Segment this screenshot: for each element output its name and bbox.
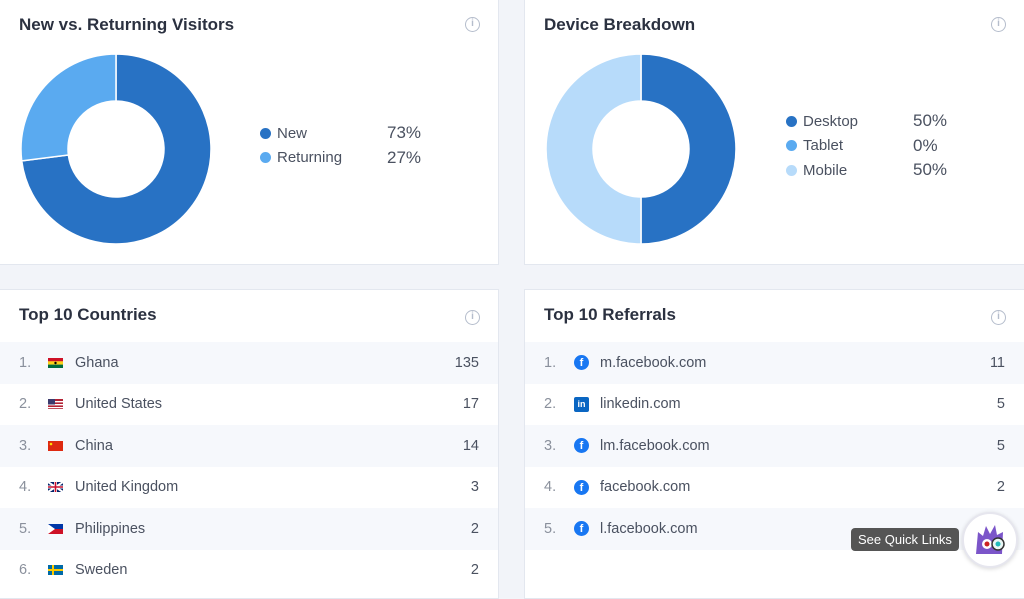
country-name: Ghana xyxy=(75,354,119,371)
visitors-card: New vs. Returning Visitors i New 73% Retu… xyxy=(0,0,499,265)
rank: 3. xyxy=(19,437,32,454)
country-name: Philippines xyxy=(75,520,146,537)
devices-title: Device Breakdown xyxy=(544,15,696,34)
legend-label: New xyxy=(277,124,308,142)
legend-dot xyxy=(260,127,271,139)
countries-list: 1. Ghana 135 2. United States 17 3. China 14 4. Un… xyxy=(0,342,498,591)
visitors-title: New vs. Returning Visitors xyxy=(19,15,235,34)
flag-cn-icon xyxy=(48,440,63,451)
facebook-icon: f xyxy=(574,438,589,454)
legend-item-desktop: Desktop 50% xyxy=(786,109,986,134)
referrals-list: 1. f m.facebook.com 11 2. in linkedin.com 5 3. f l… xyxy=(525,342,1024,550)
country-row: 1. Ghana 135 xyxy=(0,342,498,384)
country-row: 4. United Kingdom 3 xyxy=(0,467,498,509)
info-icon[interactable]: i xyxy=(991,310,1006,325)
info-icon[interactable]: i xyxy=(465,310,480,325)
referral-domain[interactable]: linkedin.com xyxy=(600,396,681,413)
country-value: 2 xyxy=(470,520,479,537)
facebook-icon: f xyxy=(574,521,589,537)
legend-value: 73% xyxy=(387,123,422,143)
referral-row: 1. f m.facebook.com 11 xyxy=(525,342,1024,384)
flag-gh-icon xyxy=(48,357,63,368)
facebook-icon: f xyxy=(574,355,589,371)
donut-slice-new[interactable] xyxy=(20,53,212,245)
country-name: Sweden xyxy=(75,562,128,579)
rank: 5. xyxy=(544,520,557,537)
rank: 4. xyxy=(544,479,557,496)
info-icon[interactable]: i xyxy=(465,17,480,32)
country-value: 17 xyxy=(462,396,479,413)
referrals-card: Top 10 Referrals i 1. f m.facebook.com 11 2.… xyxy=(524,289,1024,599)
rank: 2. xyxy=(19,396,32,413)
devices-card: Device Breakdown i Desktop 50% Tablet 0% M… xyxy=(524,0,1024,265)
legend-item-returning: Returning 27% xyxy=(260,146,460,171)
rank: 1. xyxy=(19,354,32,371)
legend-dot xyxy=(260,152,271,164)
country-name: China xyxy=(75,437,113,454)
facebook-icon: f xyxy=(574,479,589,495)
legend-value: 0% xyxy=(913,135,938,155)
linkedin-icon: in xyxy=(574,396,589,412)
country-value: 3 xyxy=(470,479,479,496)
referral-value: 5 xyxy=(996,437,1005,454)
visitors-donut xyxy=(20,53,212,245)
country-value: 14 xyxy=(462,437,479,454)
donut-slice-desktop[interactable] xyxy=(640,53,737,245)
rank: 6. xyxy=(19,562,32,579)
legend-dot xyxy=(786,115,797,127)
rank: 1. xyxy=(544,354,557,371)
country-value: 2 xyxy=(470,562,479,579)
referral-row: 2. in linkedin.com 5 xyxy=(525,384,1024,426)
legend-label: Tablet xyxy=(803,137,844,155)
quick-links-button[interactable] xyxy=(962,512,1018,568)
legend-dot xyxy=(786,164,797,176)
info-icon[interactable]: i xyxy=(991,17,1006,32)
monster-mascot-icon xyxy=(976,525,1005,554)
legend-label: Mobile xyxy=(803,161,848,179)
rank: 5. xyxy=(19,520,32,537)
country-row: 6. Sweden 2 xyxy=(0,550,498,592)
donut-slice-returning[interactable] xyxy=(20,53,117,162)
referral-value: 5 xyxy=(996,396,1005,413)
country-row: 2. United States 17 xyxy=(0,384,498,426)
legend-label: Returning xyxy=(277,149,343,167)
legend-value: 27% xyxy=(387,147,422,167)
referrals-title: Top 10 Referrals xyxy=(544,305,676,324)
devices-legend: Desktop 50% Tablet 0% Mobile 50% xyxy=(786,109,986,183)
rank: 3. xyxy=(544,437,557,454)
legend-dot xyxy=(786,140,797,152)
referral-domain[interactable]: lm.facebook.com xyxy=(600,437,710,454)
countries-title: Top 10 Countries xyxy=(19,305,157,324)
country-row: 3. China 14 xyxy=(0,425,498,467)
donut-slice-mobile[interactable] xyxy=(545,53,642,245)
visitors-legend: New 73% Returning 27% xyxy=(260,121,460,170)
referral-domain[interactable]: l.facebook.com xyxy=(600,520,698,537)
flag-ph-icon xyxy=(48,523,63,534)
legend-value: 50% xyxy=(913,160,948,180)
country-row: 5. Philippines 2 xyxy=(0,508,498,550)
country-value: 135 xyxy=(454,354,479,371)
legend-label: Desktop xyxy=(803,112,859,130)
referral-domain[interactable]: m.facebook.com xyxy=(600,354,707,371)
country-name: United States xyxy=(75,396,163,413)
legend-item-mobile: Mobile 50% xyxy=(786,158,986,183)
legend-value: 50% xyxy=(913,111,948,131)
referral-domain[interactable]: facebook.com xyxy=(600,479,691,496)
legend-item-new: New 73% xyxy=(260,121,460,146)
rank: 2. xyxy=(544,396,557,413)
flag-us-icon xyxy=(48,399,63,410)
referral-value: 11 xyxy=(989,354,1005,371)
rank: 4. xyxy=(19,479,32,496)
referral-row: 3. f lm.facebook.com 5 xyxy=(525,425,1024,467)
referral-value: 2 xyxy=(996,479,1005,496)
legend-item-tablet: Tablet 0% xyxy=(786,134,986,159)
flag-gb-icon xyxy=(48,482,63,493)
flag-se-icon xyxy=(48,565,63,576)
countries-card: Top 10 Countries i 1. Ghana 135 2. United St… xyxy=(0,289,499,599)
quick-links-tooltip: See Quick Links xyxy=(851,528,959,551)
devices-donut xyxy=(545,53,737,245)
country-name: United Kingdom xyxy=(75,479,179,496)
referral-row: 4. f facebook.com 2 xyxy=(525,467,1024,509)
